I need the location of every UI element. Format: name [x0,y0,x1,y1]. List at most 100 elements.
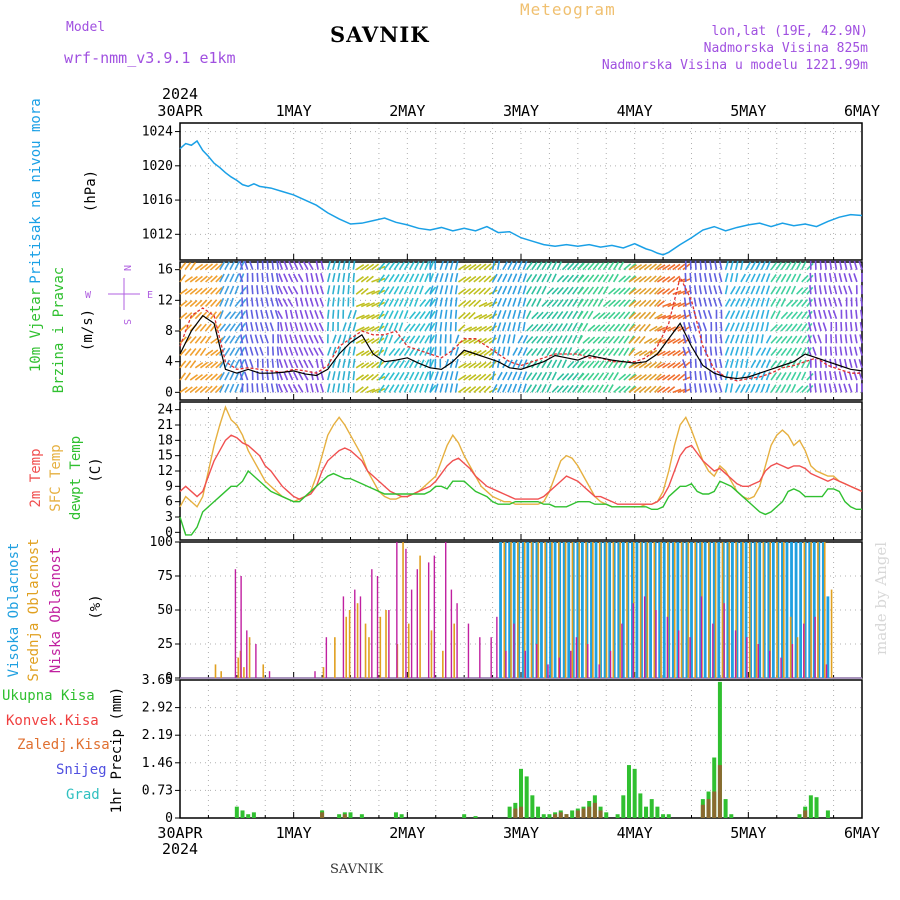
wind-arrow [398,285,405,295]
wind-arrow [371,301,380,308]
total-precip-bar [644,806,649,818]
wind-arrow [215,323,222,332]
y-tick-label: 1020 [142,159,173,174]
wind-arrow [315,260,319,270]
wind-arrow [468,386,477,393]
wind-arrow [250,309,254,319]
wind-arrow [496,260,501,270]
wind-arrow [682,334,687,344]
wind-arrow [801,286,809,295]
wind-arrow [403,273,410,283]
wind-arrow [210,275,218,283]
wind-arrow [662,264,671,271]
wind-arrow [618,275,627,283]
wind-arrow [478,313,488,320]
wind-arrow [770,274,777,283]
wind-arrow [234,298,242,307]
wind-arrow [378,346,384,356]
wind-arrow [602,311,611,320]
high-cloud-bar [508,542,512,678]
wind-arrow [729,346,735,356]
low-cloud-bar [734,630,737,678]
wind-arrow [246,297,249,307]
wind-arrow [698,309,702,319]
wind-arrow [199,361,209,369]
wind-arrow [184,300,193,308]
wind-arrow [714,260,718,270]
wind-arrow [284,322,289,332]
wind-arrow [210,337,219,344]
wind-arrow [643,287,652,295]
wind-arrow [572,334,578,344]
wind-arrow [714,334,718,344]
wind-arrow [848,358,853,368]
wind-arrow [648,385,657,393]
wind-arrow [729,260,734,270]
wind-arrow [541,371,548,381]
wind-arrow [770,372,777,381]
wind-arrow [199,335,207,344]
low-cloud-bar [410,589,413,678]
low-cloud-bar [666,616,669,678]
t2m-axis-title: 2m Temp [28,448,44,507]
high-cloud-bar [540,542,543,678]
wind-arrow [662,362,671,369]
wind-arrow [765,273,771,283]
wind-arrow [352,322,357,332]
conv-precip-bar [564,814,569,818]
wind-arrow [266,272,269,283]
wind-arrow [265,309,269,319]
wind-arrow [735,285,741,295]
wind-arrow [740,285,746,295]
wind-arrow [702,322,708,332]
wind-arrow [383,274,390,283]
wind-arrow [194,287,203,295]
wind-arrow [522,334,529,344]
wind-arrow [473,325,483,332]
wind-arrow [277,310,284,320]
wind-arrow [388,360,396,369]
wind-arrow [612,371,619,381]
wind-arrow [818,309,822,319]
low-cloud-bar [655,610,657,678]
wind-arrow [667,362,676,369]
wind-arrow [244,346,249,356]
wind-arrow [522,347,528,356]
wind-arrow [449,272,454,283]
wind-arrow [577,310,584,320]
wind-arrow [858,346,863,356]
mid-cloud-bar [598,542,601,678]
wind-arrow [305,383,309,393]
y-tick-label: 4 [165,355,173,370]
high-cloud-bar [776,542,780,678]
low-cloud-bar [587,644,589,678]
wind-arrow [833,297,838,307]
wind-arrow [541,299,549,308]
wind-arrow [210,361,219,369]
wind-arrow [318,322,324,332]
wind-arrow [526,286,533,295]
wind-arrow [347,272,351,283]
wind-arrow [408,335,416,344]
wind-arrow [592,336,601,344]
total-precip-bar [393,812,398,818]
wind-arrow [643,311,652,320]
wind-arrow [304,309,309,319]
wind-arrow [577,360,585,369]
wind-arrow [315,383,319,393]
mid-cloud-bar [776,542,778,678]
wind-arrow [526,348,534,357]
wind-arrow [491,384,498,393]
wind-arrow [656,276,666,283]
wind-arrow [248,260,254,270]
wind-arrow [189,360,197,369]
wind-arrow [463,300,471,308]
wind-arrow [765,359,771,369]
total-precip-bar [547,814,552,818]
wind-arrow [219,323,227,332]
wind-arrow [269,309,274,319]
wind-arrow [205,373,213,381]
mid-cloud-bar [379,616,382,678]
wind-arrow [814,272,817,283]
wind-arrow [677,263,686,271]
